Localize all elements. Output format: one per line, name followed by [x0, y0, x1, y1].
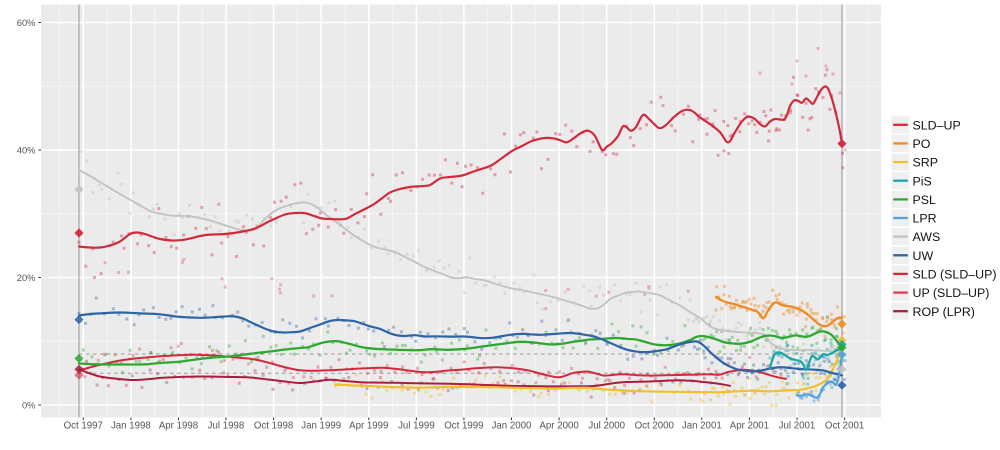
- svg-text:Oct 2001: Oct 2001: [825, 421, 864, 432]
- svg-text:40%: 40%: [17, 144, 36, 155]
- svg-text:PSL: PSL: [913, 193, 937, 207]
- svg-text:PO: PO: [913, 137, 931, 151]
- svg-text:SLD–UP: SLD–UP: [913, 118, 961, 132]
- svg-text:SRP: SRP: [913, 156, 938, 170]
- svg-text:Apr 1998: Apr 1998: [159, 421, 198, 432]
- svg-text:Oct 1999: Oct 1999: [444, 421, 483, 432]
- svg-text:Jul 2000: Jul 2000: [588, 421, 625, 432]
- svg-text:Oct 2000: Oct 2000: [635, 421, 675, 432]
- svg-text:Apr 1999: Apr 1999: [349, 421, 388, 432]
- svg-text:Oct 1998: Oct 1998: [254, 421, 293, 432]
- svg-text:ROP (LPR): ROP (LPR): [913, 305, 975, 319]
- svg-text:0%: 0%: [22, 399, 36, 410]
- svg-text:UW: UW: [913, 249, 934, 263]
- svg-text:Jul 1998: Jul 1998: [208, 421, 245, 432]
- svg-text:LPR: LPR: [913, 212, 937, 226]
- svg-text:AWS: AWS: [913, 230, 941, 244]
- svg-text:UP (SLD–UP): UP (SLD–UP): [913, 286, 990, 300]
- svg-text:Jan 1998: Jan 1998: [111, 421, 151, 432]
- svg-text:Jan 2001: Jan 2001: [682, 421, 722, 432]
- svg-text:Jan 1999: Jan 1999: [301, 421, 341, 432]
- svg-text:SLD (SLD–UP): SLD (SLD–UP): [913, 268, 997, 282]
- svg-text:Oct 1997: Oct 1997: [64, 421, 103, 432]
- svg-text:Jul 1999: Jul 1999: [398, 421, 435, 432]
- svg-text:Apr 2001: Apr 2001: [730, 421, 769, 432]
- svg-text:20%: 20%: [17, 272, 36, 283]
- svg-text:60%: 60%: [17, 17, 36, 28]
- svg-text:Jan 2000: Jan 2000: [492, 421, 532, 432]
- svg-text:Jul 2001: Jul 2001: [779, 421, 816, 432]
- svg-text:Apr 2000: Apr 2000: [539, 421, 579, 432]
- svg-text:PiS: PiS: [913, 174, 932, 188]
